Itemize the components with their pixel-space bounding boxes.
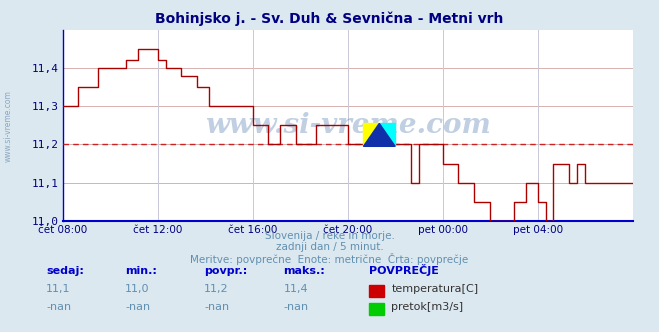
Text: 11,1: 11,1 — [46, 284, 71, 294]
Text: 11,0: 11,0 — [125, 284, 150, 294]
Text: www.si-vreme.com: www.si-vreme.com — [205, 112, 490, 139]
Text: Slovenija / reke in morje.: Slovenija / reke in morje. — [264, 231, 395, 241]
Text: 11,2: 11,2 — [204, 284, 229, 294]
Polygon shape — [364, 124, 395, 146]
Text: Bohinjsko j. - Sv. Duh & Sevnična - Metni vrh: Bohinjsko j. - Sv. Duh & Sevnična - Metn… — [156, 12, 503, 26]
Polygon shape — [364, 124, 380, 146]
Polygon shape — [380, 124, 395, 146]
Text: sedaj:: sedaj: — [46, 266, 84, 276]
Text: zadnji dan / 5 minut.: zadnji dan / 5 minut. — [275, 242, 384, 252]
Text: temperatura[C]: temperatura[C] — [391, 284, 478, 294]
Text: min.:: min.: — [125, 266, 157, 276]
Text: -nan: -nan — [125, 302, 150, 312]
Text: Meritve: povprečne  Enote: metrične  Črta: povprečje: Meritve: povprečne Enote: metrične Črta:… — [190, 253, 469, 265]
Text: POVPREČJE: POVPREČJE — [369, 264, 439, 276]
Text: -nan: -nan — [204, 302, 229, 312]
Text: pretok[m3/s]: pretok[m3/s] — [391, 302, 463, 312]
Text: -nan: -nan — [46, 302, 71, 312]
Text: povpr.:: povpr.: — [204, 266, 248, 276]
Text: 11,4: 11,4 — [283, 284, 308, 294]
Text: www.si-vreme.com: www.si-vreme.com — [4, 90, 13, 162]
Text: maks.:: maks.: — [283, 266, 325, 276]
Text: -nan: -nan — [283, 302, 308, 312]
